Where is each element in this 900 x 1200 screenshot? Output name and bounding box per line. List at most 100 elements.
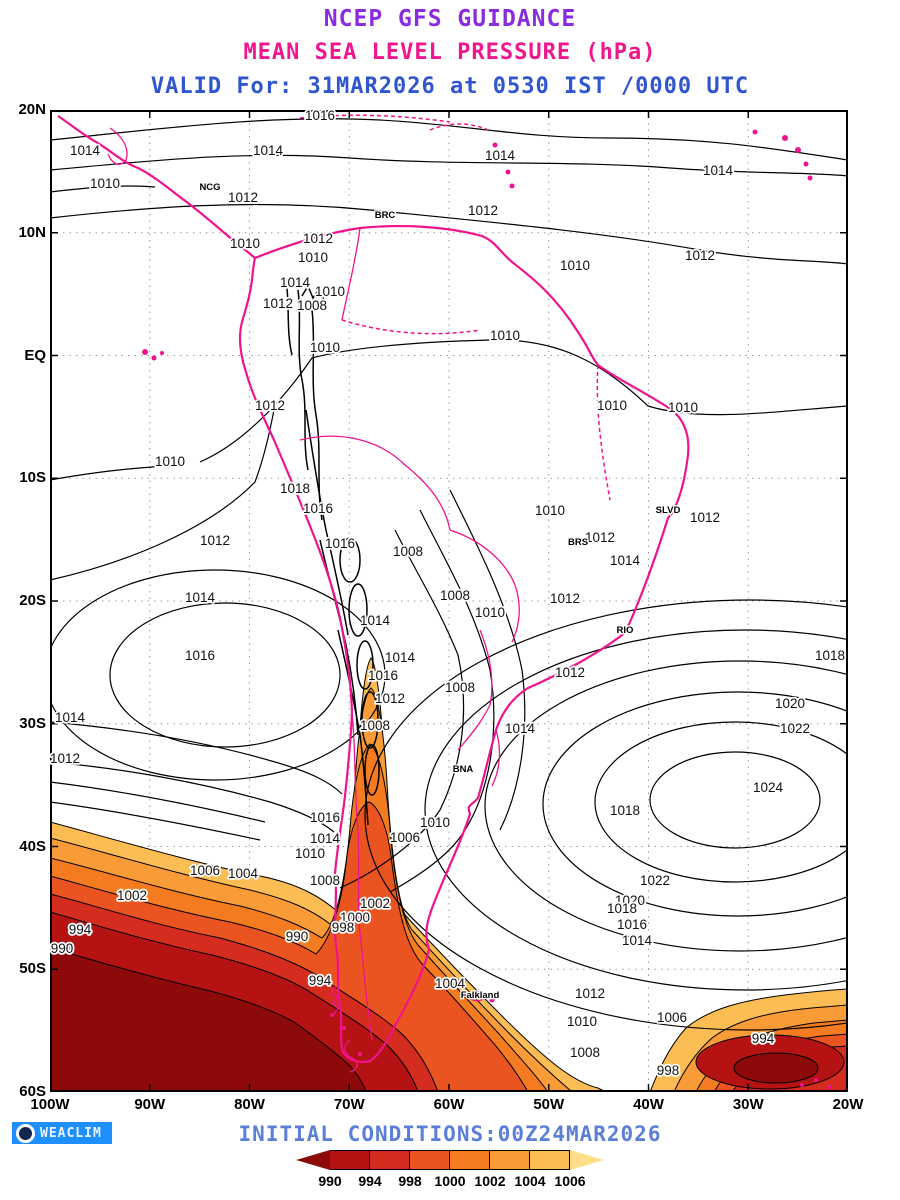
- contour-label: 990: [51, 941, 74, 956]
- lat-label: 10S: [19, 469, 46, 487]
- contour-label: 1016: [325, 536, 355, 551]
- contour-label: 1016: [310, 810, 340, 825]
- place-label: BRS: [568, 537, 588, 548]
- weaclim-logo: WEACLIM: [12, 1122, 112, 1144]
- contour-label: 1006: [390, 830, 420, 845]
- colorbar-value: 990: [318, 1173, 342, 1189]
- lon-label: 60W: [433, 1096, 465, 1113]
- colorbar-segment: [450, 1150, 490, 1170]
- contour-label: 1010: [295, 846, 325, 861]
- contour-label: 1008: [570, 1045, 600, 1060]
- contour-label: 1016: [185, 648, 215, 663]
- contour-label: 994: [309, 973, 332, 988]
- lon-label: 100W: [30, 1096, 70, 1113]
- contour-label: 1012: [585, 530, 615, 545]
- contour-label: 1010: [315, 284, 345, 299]
- colorbar-value: 1002: [474, 1173, 506, 1189]
- contour-label: 1016: [303, 501, 333, 516]
- contour-label: 1002: [360, 896, 390, 911]
- contour-label: 1008: [310, 873, 340, 888]
- contour-label: 1012: [685, 248, 715, 263]
- contour-label: 1020: [615, 893, 645, 908]
- andes-terrain-contours: [285, 279, 380, 826]
- contour-label: 1012: [555, 665, 585, 680]
- contour-label: 1024: [753, 780, 784, 795]
- contour-label: 1010: [90, 176, 120, 191]
- contour-label: 1014: [185, 590, 216, 605]
- contour-label: 1014: [703, 163, 734, 178]
- colorbar: [296, 1150, 604, 1170]
- contour-label: 1010: [298, 250, 328, 265]
- colorbar-value: 1000: [434, 1173, 466, 1189]
- colorbar-left-arrow: [296, 1150, 330, 1170]
- coastline-borders: [57, 114, 832, 1089]
- contour-label: 1014: [70, 143, 101, 158]
- contour-label: 1010: [475, 605, 505, 620]
- contour-label: 1012: [690, 510, 720, 525]
- colorbar-segment: [530, 1150, 570, 1170]
- contour-label: 1008: [440, 588, 470, 603]
- colorbar-wrap: 990 994 998 1000 1002 1004 1006: [0, 1150, 900, 1191]
- grid-layer: [50, 110, 848, 1092]
- contour-label: 1014: [280, 275, 311, 290]
- contour-label: 1018: [610, 803, 640, 818]
- contour-label: 1018: [280, 481, 310, 496]
- contour-label: 1004: [435, 976, 466, 991]
- place-label: Falkland: [461, 990, 500, 1001]
- lat-label: 50S: [19, 960, 46, 978]
- lon-label: 70W: [333, 1096, 365, 1113]
- contour-label: 1008: [393, 544, 423, 559]
- colorbar-value: 998: [398, 1173, 422, 1189]
- contour-label: 1010: [597, 398, 627, 413]
- lon-label: 90W: [134, 1096, 166, 1113]
- contour-label: 1012: [200, 533, 230, 548]
- contour-label: 1014: [310, 831, 341, 846]
- contour-label: 1006: [657, 1010, 687, 1025]
- contour-label: 998: [332, 920, 355, 935]
- contour-label: 1012: [263, 296, 293, 311]
- place-label: BRC: [375, 210, 396, 221]
- lat-label: EQ: [24, 346, 46, 364]
- contour-label: 1008: [360, 718, 390, 733]
- contour-label: 1010: [230, 236, 260, 251]
- lon-label: 80W: [234, 1096, 265, 1113]
- logo-circle-icon: [16, 1123, 35, 1143]
- contour-label: 1018: [607, 901, 637, 916]
- contour-label: 1010: [310, 340, 340, 355]
- contour-label: 1012: [255, 398, 285, 413]
- contour-label: 1012: [50, 751, 80, 766]
- logo-text: WEACLIM: [40, 1125, 102, 1141]
- contour-label: 1012: [228, 190, 258, 205]
- place-label: BNA: [453, 764, 474, 775]
- contour-label: 1000: [340, 910, 370, 925]
- chart-subtitle: MEAN SEA LEVEL PRESSURE (hPa): [243, 40, 657, 65]
- place-label: NCG: [199, 182, 220, 193]
- contour-label: 1018: [815, 648, 845, 663]
- contour-label: 1014: [385, 650, 416, 665]
- contour-label: 1012: [468, 203, 498, 218]
- contour-label: 1010: [668, 400, 698, 415]
- contour-label: 1016: [305, 110, 335, 123]
- contour-label: 1014: [360, 613, 391, 628]
- contour-label: 990: [286, 929, 309, 944]
- contour-label: 1008: [445, 680, 475, 695]
- contour-label: 1014: [55, 710, 86, 725]
- contour-label: 1012: [303, 231, 333, 246]
- contour-label: 1002: [117, 888, 147, 903]
- contour-label: 1010: [490, 328, 520, 343]
- colorbar-value: 1006: [554, 1173, 586, 1189]
- colorbar-segment: [410, 1150, 450, 1170]
- colorbar-segment: [330, 1150, 370, 1170]
- lat-label: 30S: [19, 714, 46, 732]
- contour-label: 1010: [567, 1014, 597, 1029]
- contour-label: 1006: [190, 863, 220, 878]
- contour-label: 1010: [155, 454, 185, 469]
- lat-label: 20S: [19, 592, 46, 609]
- lon-label: 40W: [633, 1096, 664, 1113]
- contour-label: 1014: [505, 721, 536, 736]
- page-title: NCEP GFS GUIDANCE: [323, 6, 577, 32]
- contour-label: 1008: [297, 298, 327, 313]
